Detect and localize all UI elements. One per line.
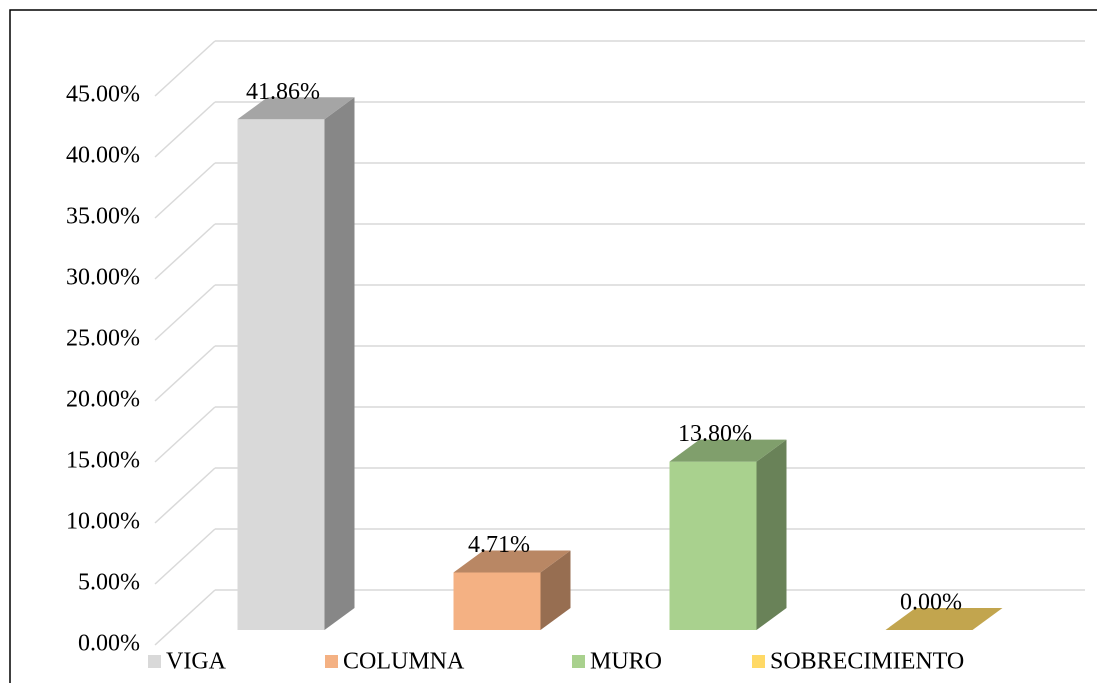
grid-line-side [154,589,216,646]
legend-label: VIGA [166,649,227,675]
bar [669,439,787,630]
legend-swatch [572,655,585,668]
y-tick-label: 35.00% [66,204,140,230]
legend-label: SOBRECIMIENTO [770,649,964,675]
y-tick-label: 5.00% [78,570,140,596]
y-tick-label: 45.00% [66,82,140,108]
value-label: 4.71% [468,532,530,558]
bar-front [237,119,325,631]
legend-swatch [325,655,338,668]
y-tick-label: 30.00% [66,265,140,291]
grid-line-side [154,40,216,97]
value-label: 0.00% [900,590,962,616]
y-tick-label: 10.00% [66,509,140,535]
y-tick-label: 25.00% [66,326,140,352]
legend-label: MURO [590,649,662,675]
y-tick-label: 20.00% [66,387,140,413]
bar-front [669,461,757,630]
legend-swatch [752,655,765,668]
y-tick-label: 15.00% [66,448,140,474]
grid-line-side [154,223,216,280]
y-tick-label: 40.00% [66,143,140,169]
bar-side [324,97,355,631]
grid-line-side [154,528,216,585]
value-label: 41.86% [246,79,320,105]
grid-line-side [154,345,216,402]
legend-label: COLUMNA [343,649,465,675]
bar-front [453,572,541,630]
bar-top [237,97,355,120]
value-label: 13.80% [678,421,752,447]
grid-line-side [154,162,216,219]
bar-top [453,550,571,573]
bar [453,550,571,630]
y-tick-label: 0.00% [78,631,140,657]
grid-line-side [154,406,216,463]
bar-side [756,439,787,630]
grid-line-side [154,467,216,524]
grid-line-side [154,284,216,341]
bar-side [540,550,571,630]
bar-top [669,439,787,462]
bar [885,608,1003,630]
legend-swatch [148,655,161,668]
grid-line-side [154,101,216,158]
bar-top [885,608,1003,630]
bar [237,97,355,631]
